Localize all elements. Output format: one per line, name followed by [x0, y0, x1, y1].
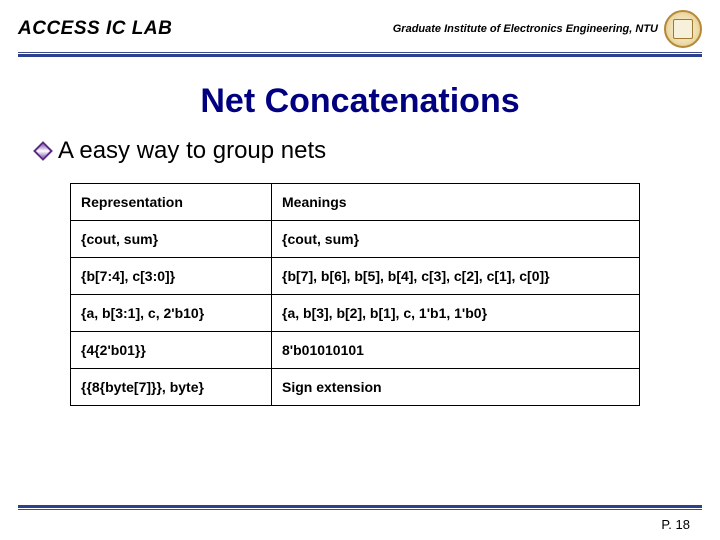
header-rule — [18, 52, 702, 56]
table-row: {a, b[3:1], c, 2'b10} {a, b[3], b[2], b[… — [71, 295, 640, 332]
cell-repr: {a, b[3:1], c, 2'b10} — [71, 295, 272, 332]
cell-repr: {{8{byte[7]}}, byte} — [71, 369, 272, 406]
table-row: {4{2'b01}} 8'b01010101 — [71, 332, 640, 369]
slide-title: Net Concatenations — [0, 82, 720, 121]
cell-mean: Sign extension — [272, 369, 640, 406]
cell-repr: {cout, sum} — [71, 221, 272, 258]
col-representation: Representation — [71, 184, 272, 221]
diamond-bullet-icon — [33, 141, 53, 161]
table-row: {b[7:4], c[3:0]} {b[7], b[6], b[5], b[4]… — [71, 258, 640, 295]
cell-mean: {a, b[3], b[2], b[1], c, 1'b1, 1'b0} — [272, 295, 640, 332]
bullet-text: A easy way to group nets — [58, 137, 326, 165]
lab-name: ACCESS IC LAB — [18, 18, 172, 40]
concat-table-wrap: Representation Meanings {cout, sum} {cou… — [70, 183, 640, 406]
bullet-item: A easy way to group nets — [36, 137, 720, 165]
col-meanings: Meanings — [272, 184, 640, 221]
footer-rule — [18, 505, 702, 510]
institute-name: Graduate Institute of Electronics Engine… — [393, 23, 658, 35]
ntu-seal-icon — [664, 10, 702, 48]
table-row: {{8{byte[7]}}, byte} Sign extension — [71, 369, 640, 406]
cell-mean: {b[7], b[6], b[5], b[4], c[3], c[2], c[1… — [272, 258, 640, 295]
cell-repr: {b[7:4], c[3:0]} — [71, 258, 272, 295]
page-number: P. 18 — [661, 517, 690, 532]
table-header-row: Representation Meanings — [71, 184, 640, 221]
cell-mean: {cout, sum} — [272, 221, 640, 258]
slide-header: ACCESS IC LAB Graduate Institute of Elec… — [0, 0, 720, 48]
cell-repr: {4{2'b01}} — [71, 332, 272, 369]
cell-mean: 8'b01010101 — [272, 332, 640, 369]
table-row: {cout, sum} {cout, sum} — [71, 221, 640, 258]
concat-table: Representation Meanings {cout, sum} {cou… — [70, 183, 640, 406]
